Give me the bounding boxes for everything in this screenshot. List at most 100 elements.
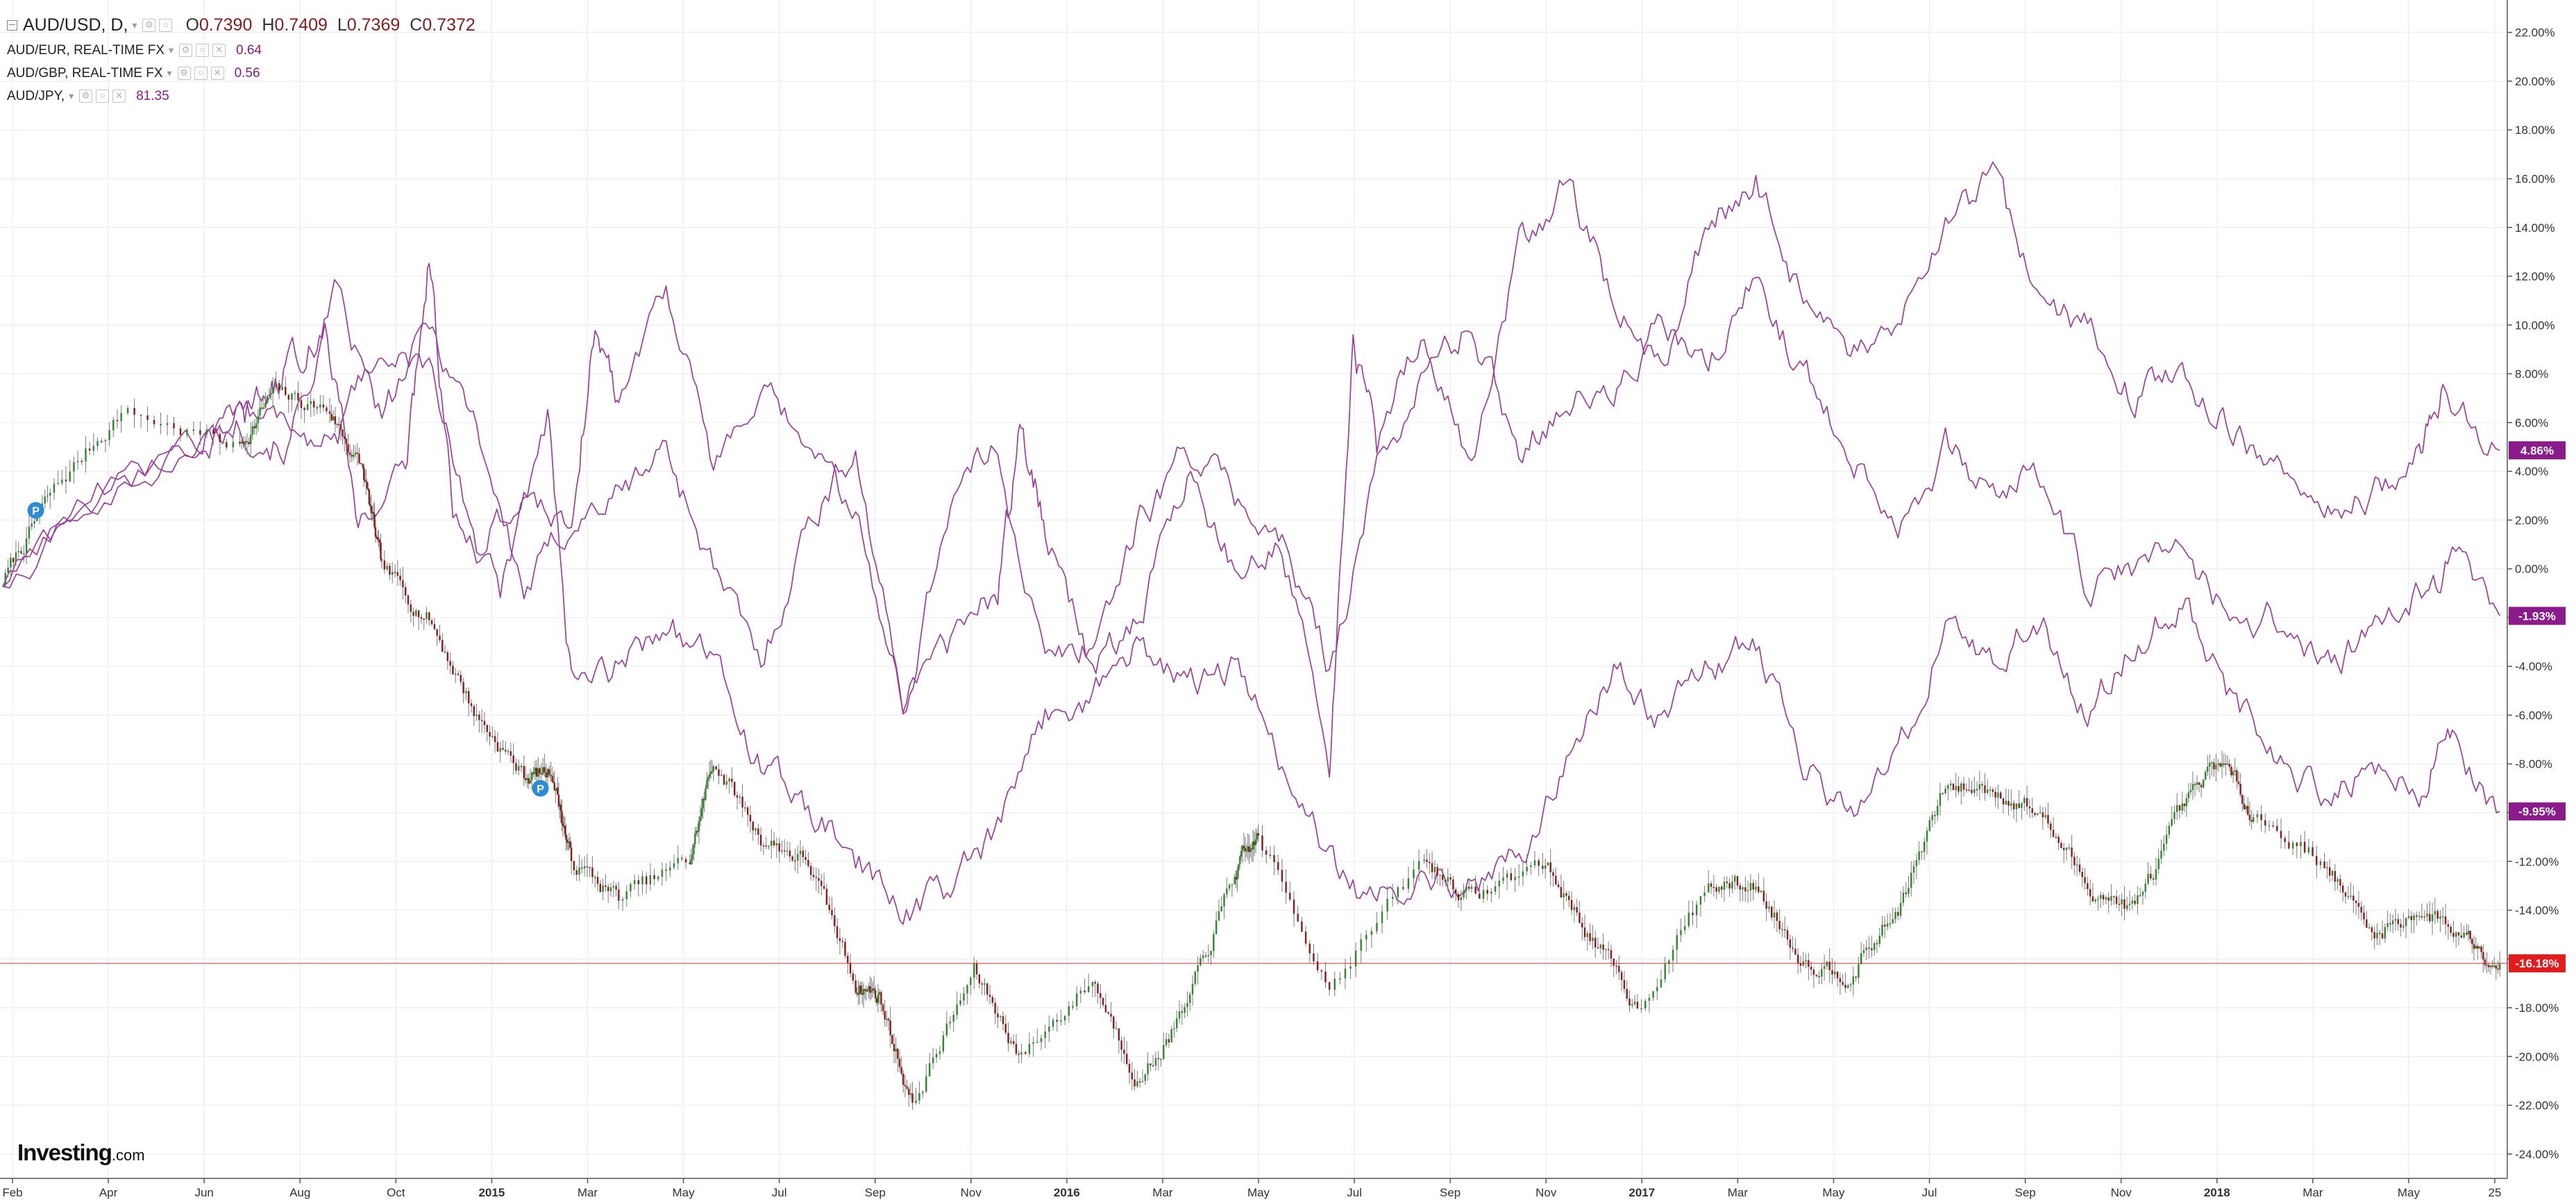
candle-down bbox=[1251, 848, 1253, 850]
chevron-down-icon[interactable]: ▾ bbox=[168, 44, 174, 56]
investing-logo: Investing.com bbox=[17, 1140, 145, 1166]
close-icon[interactable]: ✕ bbox=[212, 44, 226, 57]
candle-down bbox=[2416, 915, 2418, 917]
candle-up bbox=[1949, 784, 1952, 786]
candle-up bbox=[2189, 790, 2192, 793]
candle-down bbox=[512, 755, 514, 763]
candle-up bbox=[76, 461, 79, 462]
candle-down bbox=[2150, 874, 2152, 879]
visibility-icon[interactable]: ○ bbox=[159, 18, 173, 32]
candle-up bbox=[1048, 1026, 1050, 1032]
candle-up bbox=[932, 1057, 934, 1064]
candle-down bbox=[360, 463, 362, 464]
visibility-icon[interactable]: ○ bbox=[196, 44, 210, 57]
candle-down bbox=[1265, 850, 1268, 855]
candle-up bbox=[1805, 960, 1807, 962]
candle-up bbox=[877, 994, 879, 1004]
candle-up bbox=[1664, 963, 1666, 980]
candle-down bbox=[330, 414, 332, 421]
visibility-icon[interactable]: ○ bbox=[194, 67, 208, 80]
candle-down bbox=[2303, 841, 2306, 853]
candle-up bbox=[1749, 883, 1752, 891]
candle-up bbox=[698, 821, 700, 831]
candle-up bbox=[2467, 931, 2470, 935]
candle-up bbox=[386, 566, 388, 570]
candle-down bbox=[1615, 965, 1617, 967]
candle-down bbox=[746, 807, 749, 815]
candle-down bbox=[1744, 887, 1746, 892]
close-icon[interactable]: ✕ bbox=[112, 90, 126, 103]
candle-up bbox=[859, 985, 861, 995]
candle-up bbox=[1514, 877, 1516, 881]
candle-up bbox=[705, 788, 707, 800]
y-tick-label: 18.00% bbox=[2515, 124, 2555, 137]
candle-down bbox=[452, 666, 454, 675]
visibility-icon[interactable]: ○ bbox=[96, 90, 110, 103]
y-tick-label: 0.00% bbox=[2515, 563, 2548, 576]
candle-down bbox=[2223, 763, 2225, 765]
candle-up bbox=[1460, 897, 1463, 901]
candle-up bbox=[739, 796, 741, 798]
candle-down bbox=[372, 511, 375, 514]
candle-down bbox=[589, 867, 591, 868]
candle-up bbox=[1202, 955, 1204, 958]
candle-up bbox=[1823, 966, 1826, 970]
candle-down bbox=[528, 778, 530, 784]
candle-down bbox=[981, 983, 983, 985]
candle-down bbox=[2102, 895, 2105, 900]
candle-up bbox=[2144, 883, 2146, 892]
candle-up bbox=[17, 551, 19, 552]
collapse-icon[interactable] bbox=[7, 19, 17, 31]
candle-down bbox=[544, 767, 546, 772]
candle-up bbox=[44, 496, 46, 504]
candle-down bbox=[1776, 912, 1778, 921]
candle-down bbox=[1442, 874, 1444, 880]
candle-down bbox=[1015, 1044, 1018, 1054]
candle-up bbox=[526, 778, 528, 780]
candle-down bbox=[715, 766, 717, 770]
candle-up bbox=[1228, 884, 1231, 889]
candle-up bbox=[2245, 806, 2247, 809]
close-icon[interactable]: ✕ bbox=[210, 67, 224, 80]
candle-down bbox=[1097, 983, 1099, 994]
candle-down bbox=[1836, 971, 1839, 979]
chevron-down-icon[interactable]: ▾ bbox=[167, 67, 172, 78]
candle-up bbox=[306, 404, 309, 410]
x-tick-label: Aug bbox=[289, 1186, 310, 1199]
candle-up bbox=[2147, 874, 2149, 884]
candle-up bbox=[1648, 997, 1651, 1001]
candle-down bbox=[1449, 877, 1451, 880]
candle-up bbox=[1918, 851, 1920, 861]
candle-down bbox=[684, 858, 687, 863]
candle-down bbox=[1273, 855, 1275, 863]
x-tick-label: Jun bbox=[194, 1186, 213, 1199]
candle-down bbox=[908, 1088, 910, 1095]
candle-up bbox=[1194, 972, 1197, 984]
candle-up bbox=[712, 766, 715, 772]
candle-up bbox=[2155, 869, 2157, 880]
candle-up bbox=[1213, 934, 1215, 951]
candle-down bbox=[81, 461, 83, 462]
candle-down bbox=[880, 992, 882, 1005]
candle-down bbox=[2469, 931, 2471, 939]
chevron-down-icon[interactable]: ▾ bbox=[132, 19, 137, 31]
settings-icon[interactable]: ⚙ bbox=[142, 18, 156, 32]
candle-up bbox=[918, 1093, 920, 1101]
candle-down bbox=[326, 407, 328, 412]
candle-up bbox=[1530, 865, 1532, 867]
candle-down bbox=[2113, 896, 2115, 897]
candle-up bbox=[2337, 879, 2339, 882]
candle-up bbox=[555, 788, 558, 790]
candle-up bbox=[1526, 867, 1528, 872]
candle-down bbox=[2248, 814, 2251, 820]
settings-icon[interactable]: ⚙ bbox=[79, 90, 93, 103]
candle-up bbox=[594, 877, 596, 879]
settings-icon[interactable]: ⚙ bbox=[179, 44, 193, 57]
chevron-down-icon[interactable]: ▾ bbox=[69, 90, 74, 101]
settings-icon[interactable]: ⚙ bbox=[177, 67, 191, 80]
candle-up bbox=[2010, 803, 2012, 806]
candle-up bbox=[2376, 933, 2378, 939]
candle-down bbox=[523, 765, 525, 779]
candle-down bbox=[1277, 862, 1279, 870]
